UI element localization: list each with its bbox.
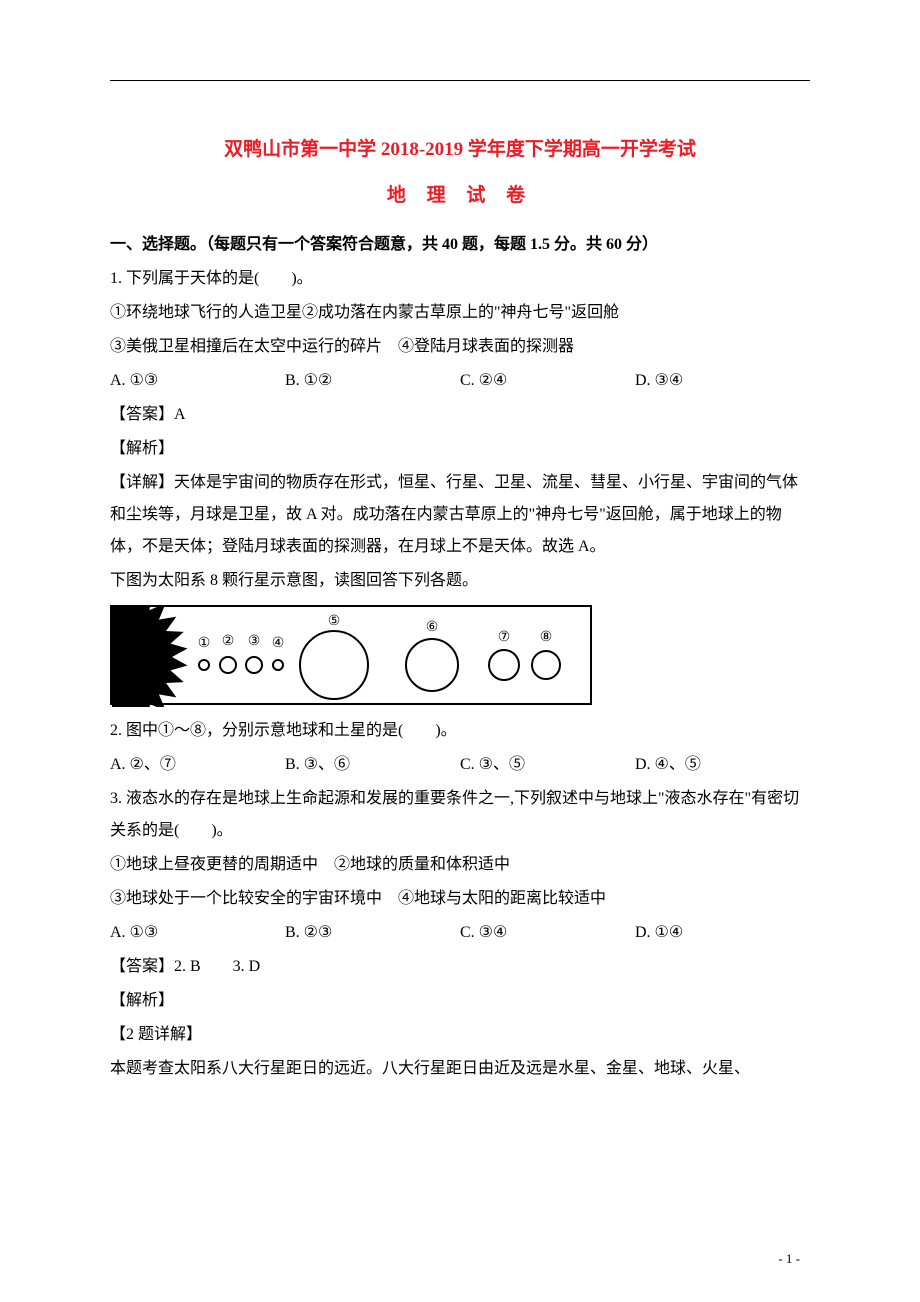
q3-line2: ①地球上昼夜更替的周期适中 ②地球的质量和体积适中	[110, 849, 810, 881]
svg-text:⑧: ⑧	[540, 630, 553, 645]
q1-answer: 【答案】A	[110, 399, 810, 431]
page-number: - 1 -	[778, 1246, 800, 1272]
top-rule	[110, 80, 810, 81]
svg-text:①: ①	[198, 636, 211, 651]
detail2-head: 【2 题详解】	[110, 1019, 810, 1051]
solar-system-svg: ①②③④ ⑤ ⑥ ⑦ ⑧	[112, 607, 594, 707]
q3-opt-d: D. ①④	[635, 917, 810, 949]
svg-text:⑦: ⑦	[498, 630, 511, 645]
q3-line3: ③地球处于一个比较安全的宇宙环境中 ④地球与太阳的距离比较适中	[110, 883, 810, 915]
q1-jiexi: 【解析】	[110, 433, 810, 465]
q2-opt-b: B. ③、⑥	[285, 749, 460, 781]
q1-opt-d: D. ③④	[635, 365, 810, 397]
q2-stem: 2. 图中①～⑧，分别示意地球和土星的是( )。	[110, 715, 810, 747]
doc-title-line2: 地 理 试 卷	[110, 177, 810, 215]
section-heading: 一、选择题。（每题只有一个答案符合题意，共 40 题，每题 1.5 分。共 60…	[110, 229, 810, 261]
diagram-intro: 下图为太阳系 8 颗行星示意图，读图回答下列各题。	[110, 565, 810, 597]
svg-text:③: ③	[248, 634, 261, 649]
q2-opt-d: D. ④、⑤	[635, 749, 810, 781]
q1-stem: 1. 下列属于天体的是( )。	[110, 263, 810, 295]
jiexi-2: 【解析】	[110, 985, 810, 1017]
svg-text:⑤: ⑤	[328, 614, 341, 629]
doc-title-line1: 双鸭山市第一中学 2018-2019 学年度下学期高一开学考试	[110, 131, 810, 169]
q3-opt-c: C. ③④	[460, 917, 635, 949]
q3-opt-b: B. ②③	[285, 917, 460, 949]
q2-options: A. ②、⑦ B. ③、⑥ C. ③、⑤ D. ④、⑤	[110, 749, 810, 781]
q1-options: A. ①③ B. ①② C. ②④ D. ③④	[110, 365, 810, 397]
q1-opt-a: A. ①③	[110, 365, 285, 397]
q3-options: A. ①③ B. ②③ C. ③④ D. ①④	[110, 917, 810, 949]
svg-text:⑥: ⑥	[426, 620, 439, 635]
svg-text:②: ②	[222, 634, 235, 649]
q1-opt-b: B. ①②	[285, 365, 460, 397]
answers-2-3: 【答案】2. B 3. D	[110, 951, 810, 983]
q3-opt-a: A. ①③	[110, 917, 285, 949]
q1-line3: ③美俄卫星相撞后在太空中运行的碎片 ④登陆月球表面的探测器	[110, 331, 810, 363]
svg-text:④: ④	[272, 636, 285, 651]
q2-opt-a: A. ②、⑦	[110, 749, 285, 781]
q1-line2: ①环绕地球飞行的人造卫星②成功落在内蒙古草原上的"神舟七号"返回舱	[110, 297, 810, 329]
q1-detail: 【详解】天体是宇宙间的物质存在形式，恒星、行星、卫星、流星、彗星、小行星、宇宙间…	[110, 467, 810, 563]
q3-stem: 3. 液态水的存在是地球上生命起源和发展的重要条件之一,下列叙述中与地球上"液态…	[110, 783, 810, 847]
solar-system-diagram: ①②③④ ⑤ ⑥ ⑦ ⑧	[110, 605, 592, 705]
q2-opt-c: C. ③、⑤	[460, 749, 635, 781]
q1-opt-c: C. ②④	[460, 365, 635, 397]
detail2-body: 本题考查太阳系八大行星距日的远近。八大行星距日由近及远是水星、金星、地球、火星、	[110, 1053, 810, 1085]
